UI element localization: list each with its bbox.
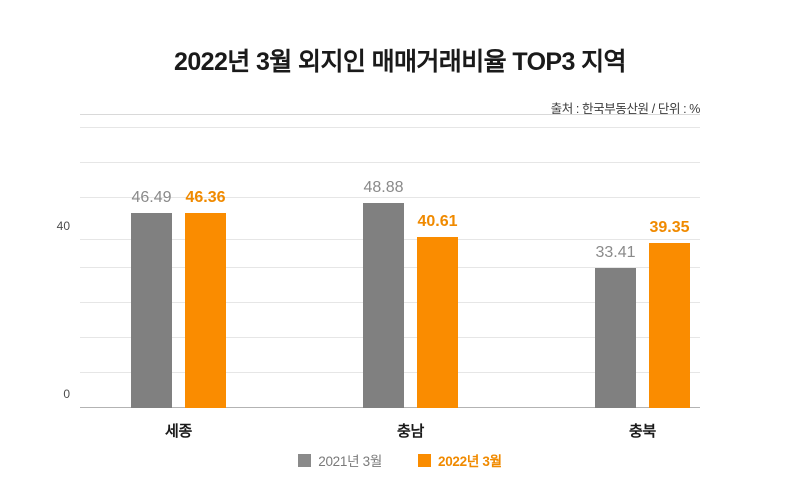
bar-value-label: 40.61 (417, 213, 458, 231)
gridline (80, 127, 700, 128)
gridline (80, 197, 700, 199)
legend-swatch-2022 (418, 453, 431, 467)
gridline (80, 162, 700, 164)
header-divider (80, 114, 700, 115)
y-axis-tick-label: 40 (56, 219, 70, 234)
bar-group: 33.41 39.35 충북 (585, 128, 700, 440)
bar[interactable]: 39.35 (649, 219, 690, 408)
x-axis-category-label: 충북 (628, 423, 656, 440)
bar[interactable]: 46.49 (131, 189, 172, 408)
bar-value-label: 46.36 (185, 189, 226, 207)
y-axis-tick-label: 0 (63, 387, 70, 401)
bar-value-label: 39.35 (649, 218, 690, 236)
bar[interactable]: 33.41 (595, 244, 636, 408)
bar-group: 48.88 40.61 충남 (353, 128, 468, 440)
bar-group: 46.49 46.36 세종 (121, 128, 236, 440)
page-title: 2022년 3월 외지인 매매거래비율 TOP3 지역 (174, 48, 627, 76)
legend-item-2021[interactable]: 2021년 3월 (298, 450, 382, 470)
bar-value-label: 48.88 (363, 178, 404, 196)
source-note: 출처 : 한국부동산원 / 단위 : % (550, 102, 701, 116)
x-axis-category-label: 충남 (396, 423, 424, 440)
bar-value-label: 46.49 (131, 188, 172, 206)
legend-label-2022: 2022년 3월 (438, 454, 502, 469)
plot-area: 0 40 46.49 46.36 세종 48.88 40.61 충남 33.41 39.35 충북 (57, 127, 700, 440)
chart-legend: 2021년 3월 2022년 3월 (0, 450, 800, 470)
x-axis-category-label: 세종 (164, 423, 192, 440)
legend-label-2021: 2021년 3월 (318, 454, 382, 469)
bar[interactable]: 40.61 (417, 213, 458, 408)
bar[interactable]: 46.36 (185, 189, 226, 408)
bar[interactable]: 48.88 (363, 179, 404, 408)
bar-value-label: 33.41 (595, 243, 636, 261)
legend-item-2022[interactable]: 2022년 3월 (418, 450, 502, 470)
legend-swatch-2021 (298, 453, 312, 467)
